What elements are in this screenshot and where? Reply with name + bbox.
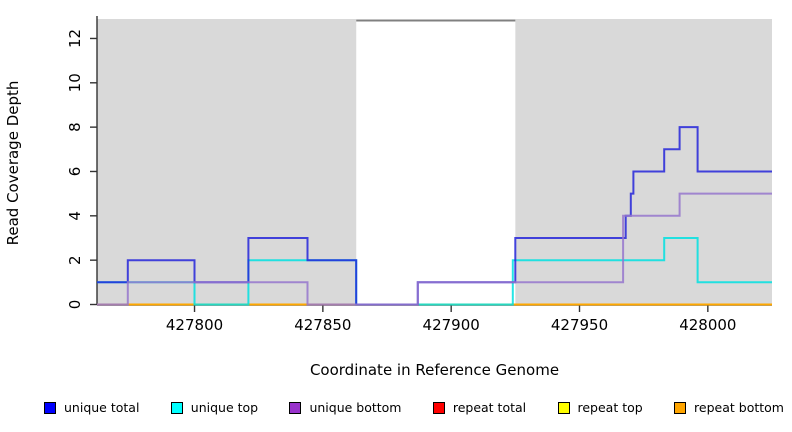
x-tick-label: 427950 [551, 316, 608, 334]
legend-label: repeat total [452, 400, 527, 415]
legend: unique total unique top unique bottom repea… [44, 400, 784, 415]
y-tick-label: 6 [66, 167, 84, 177]
legend-item-unique-top: unique top [170, 400, 259, 415]
series-unique-top [97, 237, 772, 306]
legend-label: unique total [64, 400, 140, 415]
legend-swatch-icon [557, 401, 570, 414]
legend-swatch-icon [432, 401, 445, 414]
y-tick-label: 4 [66, 211, 84, 221]
legend-item-unique-bottom: unique bottom [289, 400, 402, 415]
legend-label: unique top [190, 400, 259, 415]
tick-labels: 427800 427850 427900 427950 428000 0 2 4 6 8 10 12 [66, 29, 736, 334]
legend-swatch-icon [44, 401, 56, 414]
y-axis-label: Read Coverage Depth [4, 80, 22, 246]
legend-swatch-icon [289, 401, 302, 414]
coverage-step-lines [97, 126, 772, 306]
series-unique-bottom [97, 192, 772, 306]
y-tick-label: 12 [66, 29, 84, 48]
legend-item-repeat-top: repeat top [557, 400, 643, 415]
x-tick-label: 427900 [423, 316, 480, 334]
legend-item-unique-total: unique total [44, 400, 139, 415]
plot-area: 427800 427850 427900 427950 428000 0 2 4 6 8 10 12 [66, 16, 772, 334]
legend-label: repeat bottom [694, 400, 784, 415]
x-tick-label: 427850 [294, 316, 351, 334]
x-axis-label: Coordinate in Reference Genome [309, 361, 560, 379]
y-tick-label: 10 [66, 73, 84, 92]
legend-label: repeat top [577, 400, 643, 415]
legend-swatch-icon [170, 401, 183, 414]
y-tick-label: 2 [66, 255, 84, 265]
legend-swatch-icon [674, 401, 687, 414]
legend-item-repeat-total: repeat total [432, 400, 527, 415]
x-tick-label: 427800 [166, 316, 223, 334]
plot-background [97, 19, 772, 305]
y-tick-label: 0 [66, 300, 84, 310]
legend-item-repeat-bottom: repeat bottom [674, 400, 784, 415]
y-tick-label: 8 [66, 122, 84, 132]
x-tick-label: 428000 [679, 316, 736, 334]
gap-region-rect [356, 19, 516, 305]
legend-label: unique bottom [309, 400, 402, 415]
